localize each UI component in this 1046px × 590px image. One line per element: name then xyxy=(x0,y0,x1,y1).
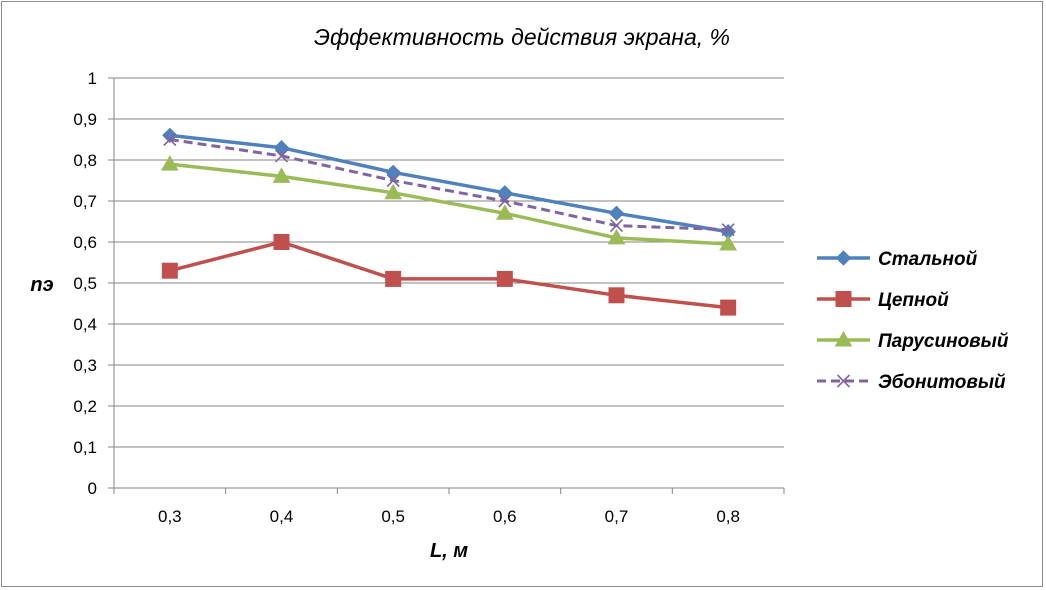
y-tick-label: 0,3 xyxy=(73,356,97,375)
y-tick-label: 1 xyxy=(88,69,97,88)
y-tick-label: 0,1 xyxy=(73,438,97,457)
y-tick-label: 0,4 xyxy=(73,315,97,334)
x-tick-label: 0,5 xyxy=(381,507,405,526)
x-marker-stroke xyxy=(386,173,400,188)
square-marker xyxy=(835,291,852,307)
x-marker xyxy=(836,374,851,388)
y-tick-label: 0,7 xyxy=(73,192,97,211)
series-diamond xyxy=(162,127,736,240)
x-marker-stroke xyxy=(274,149,289,163)
x-tick-label: 0,8 xyxy=(716,507,740,526)
diamond-marker xyxy=(273,139,290,156)
legend-entry: Цепной xyxy=(817,290,949,311)
y-tick-label: 0,2 xyxy=(73,397,97,416)
x-marker-stroke xyxy=(163,132,177,147)
square-marker xyxy=(273,234,290,250)
series-x xyxy=(163,132,735,237)
y-tick-label: 0 xyxy=(88,479,97,498)
diamond-marker xyxy=(497,185,513,201)
x-marker xyxy=(721,223,735,237)
legend-label: Стальной xyxy=(878,249,978,270)
x-tick-label: 0,7 xyxy=(605,507,629,526)
x-marker xyxy=(609,219,624,233)
y-axis-label: nэ xyxy=(30,274,53,296)
triangle-marker xyxy=(160,155,179,171)
axes xyxy=(108,77,785,494)
diamond-marker xyxy=(385,164,401,181)
x-marker-stroke xyxy=(721,223,735,237)
x-marker-stroke xyxy=(498,194,512,208)
triangle-marker xyxy=(272,167,291,183)
y-tick-label: 0,6 xyxy=(73,233,97,252)
y-tick-label: 0,8 xyxy=(73,151,97,170)
square-marker xyxy=(496,270,513,287)
legend-entry: Эбонитовый xyxy=(817,372,1006,393)
legend: Стальной Цепной Парусиновый Эбонитовый xyxy=(817,249,1009,393)
square-marker xyxy=(385,270,402,287)
x-marker-stroke xyxy=(609,219,624,233)
square-marker xyxy=(608,287,625,304)
series-line xyxy=(169,240,729,310)
series-line xyxy=(169,162,729,246)
square-marker xyxy=(720,299,737,316)
triangle-marker xyxy=(719,235,738,251)
series-square xyxy=(161,234,737,316)
y-tick-labels: 0 0,1 0,2 0,3 0,4 0,5 0,6 0,7 0,8 0,9 1 xyxy=(73,69,97,498)
x-marker xyxy=(386,173,400,188)
legend-entry: Парусиновый xyxy=(817,330,1009,352)
y-tick-label: 0,9 xyxy=(73,110,97,129)
series-line xyxy=(169,133,729,234)
diamond-marker xyxy=(608,205,625,222)
x-tick-label: 0,6 xyxy=(493,507,517,526)
gridlines xyxy=(114,77,784,448)
series-group xyxy=(160,127,738,316)
x-marker-stroke xyxy=(836,374,851,388)
triangle-marker xyxy=(495,204,514,220)
triangle-marker xyxy=(384,183,403,200)
series-triangle xyxy=(160,155,738,251)
series-line xyxy=(169,138,729,232)
x-marker xyxy=(274,149,289,163)
x-tick-labels: 0,3 0,4 0,5 0,6 0,7 0,8 xyxy=(158,507,740,526)
triangle-marker xyxy=(607,228,626,245)
legend-entry: Стальной xyxy=(817,249,978,270)
x-marker xyxy=(163,132,177,147)
triangle-marker xyxy=(834,330,853,347)
diamond-marker xyxy=(835,250,852,266)
x-axis-label: L, м xyxy=(430,540,468,562)
y-tick-label: 0,5 xyxy=(73,274,97,293)
square-marker xyxy=(161,262,178,279)
x-tick-label: 0,3 xyxy=(158,507,182,526)
legend-label: Парусиновый xyxy=(878,331,1009,352)
legend-label: Эбонитовый xyxy=(878,372,1006,393)
legend-label: Цепной xyxy=(878,290,949,311)
x-tick-label: 0,4 xyxy=(270,507,294,526)
x-marker xyxy=(498,194,512,208)
chart-title: Эффективность действия экрана, % xyxy=(314,24,730,50)
